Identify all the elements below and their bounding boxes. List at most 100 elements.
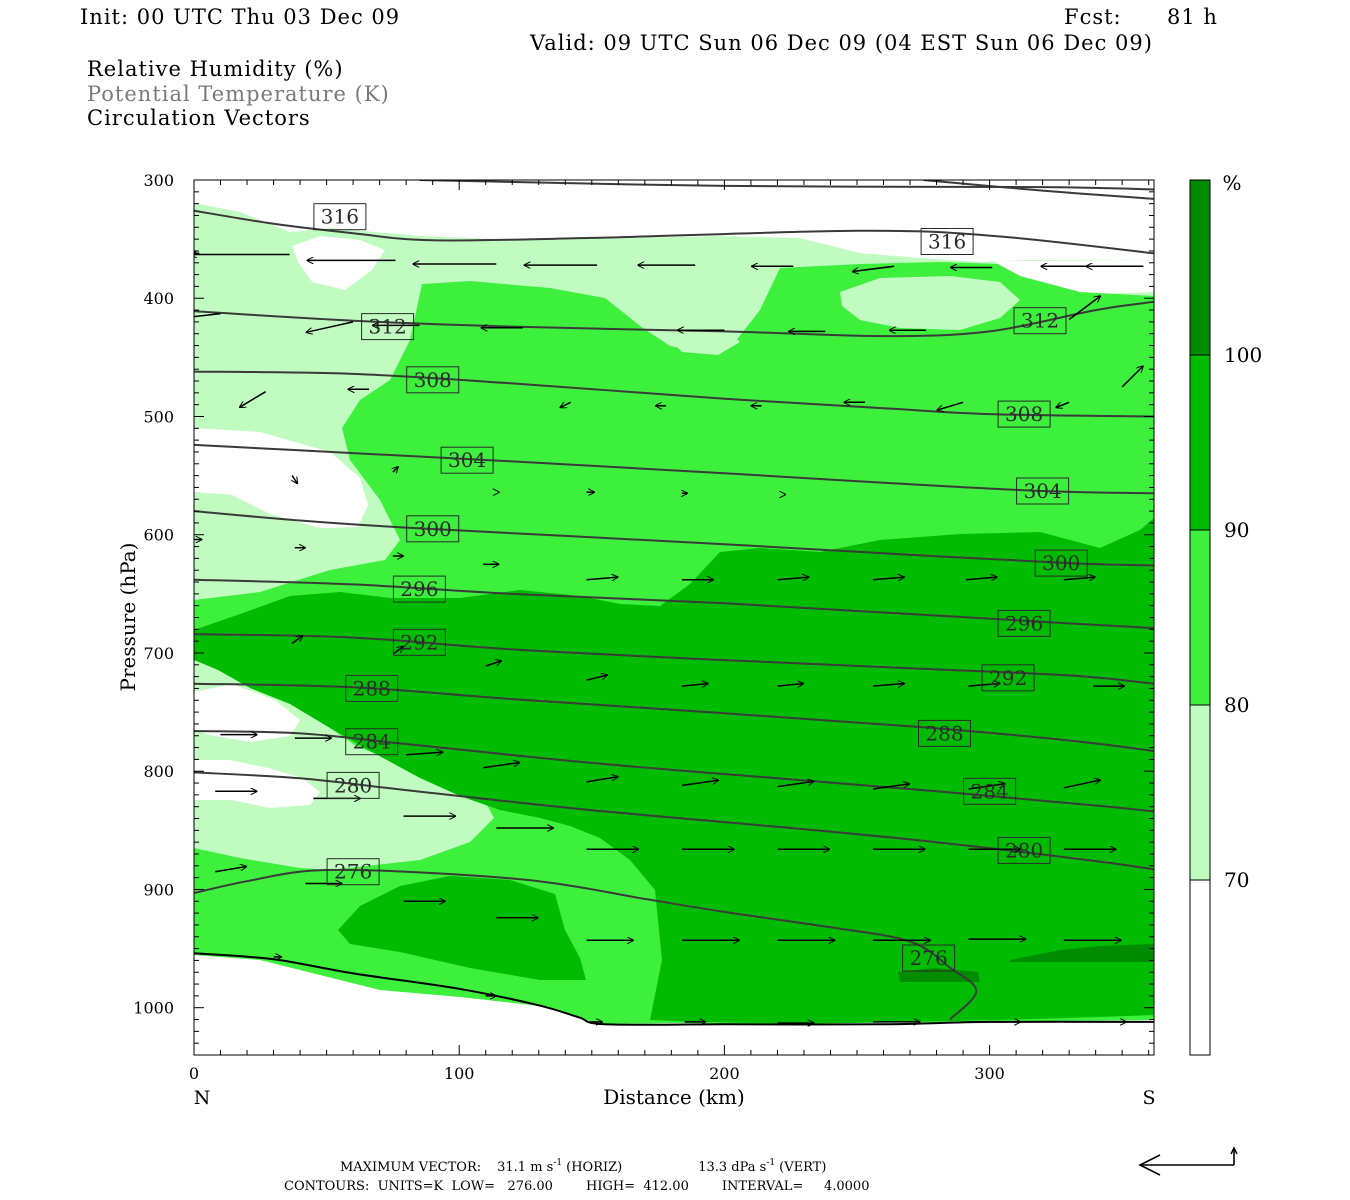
rh-70-80-inset [660,316,740,355]
theta-label-box [1034,549,1088,577]
wind-vector-arrow [215,867,246,873]
colorbar: 70 80 90 100 [1189,179,1262,1056]
theta-label-box [440,446,494,474]
theta-label: 292 [400,630,438,654]
theta-contour-line [194,682,1154,753]
wind-vector-arrow [306,321,354,332]
y-tick-label: 300 [143,171,174,190]
axes: 0 100 200 300 300 400 500 600 700 800 900 1000 [133,171,1154,1083]
wind-vector-arrow [777,781,813,788]
theta-label: 280 [334,773,372,797]
colorbar-level-label: 100 [1224,343,1262,367]
terrain-contour [194,952,1154,1026]
x-tick-label: 200 [709,1064,740,1083]
theta-label-box [326,771,380,799]
colorbar-swatch [1190,355,1210,530]
colorbar-level-label: 70 [1224,868,1249,892]
footer-contours: CONTOURS: UNITS=K LOW= 276.00 HIGH= 412.… [284,1179,869,1194]
theta-label-box [392,628,446,656]
rh-90-100-region [194,518,1154,1024]
rh-shading [194,180,1154,1055]
wind-vector-arrow [968,684,999,687]
north-label: N [194,1087,211,1109]
theta-label-box [918,719,971,747]
wind-vector-arrow [872,684,904,687]
x-tick-label: 0 [189,1064,199,1083]
rh-clear-pocket [194,428,368,528]
rh-clear-pocket [292,236,385,290]
theta-label: 308 [1005,402,1043,426]
init-time: Init: 00 UTC Thu 03 Dec 09 [80,5,401,29]
field-theta-label: Potential Temperature (K) [87,82,390,106]
theta-label: 292 [989,666,1027,690]
theta-label: 288 [353,676,391,700]
wind-vector-arrow [968,784,1004,790]
theta-label: 300 [1042,551,1080,575]
forecast-label: Fcst: [1064,5,1122,29]
theta-contour-line [194,443,1154,495]
horiz-exponent: -1 [553,1158,562,1168]
theta-contour-line [923,180,1154,200]
wind-vector-arrow [393,467,398,472]
theta-contour-line [194,578,1154,630]
reference-vector-icon [1138,1146,1238,1176]
horiz-tag: (HORIZ) [566,1160,622,1175]
wind-vector-arrow [194,312,221,318]
theta-label: 296 [1005,611,1043,635]
theta-label-layer: 316 316 312 312 308 308 304 304 300 300 296 296 292 2… [313,203,1088,972]
wind-vector-arrow [292,475,297,484]
theta-label: 280 [1005,838,1043,862]
theta-label: 304 [1024,479,1062,503]
wind-vector-arrow [937,401,964,410]
theta-label-box [997,609,1051,637]
theta-contour-line [419,180,1154,191]
wind-vector-arrow [965,577,997,580]
theta-contour-line [194,300,1154,338]
theta-label-box [392,575,446,603]
y-tick-label: 400 [143,289,174,308]
x-tick-label: 100 [444,1064,475,1083]
theta-label-box [345,728,399,756]
theta-label: 284 [971,779,1009,803]
colorbar-level-label: 90 [1224,518,1249,542]
theta-contour-line [194,771,1154,871]
theta-label: 288 [925,721,963,745]
theta-label-box [963,777,1017,805]
y-tick-label: 900 [143,880,174,899]
theta-label: 296 [400,577,438,601]
wind-vector-arrow [482,763,519,769]
wind-vector-arrow [872,577,904,580]
theta-contour-line [194,510,1154,567]
wind-vector-arrow [853,265,895,271]
below-ground-region [194,955,1154,1055]
y-axis-title: Pressure (hPa) [116,543,140,692]
theta-contour-line [194,209,1154,255]
theta-label: 276 [910,946,948,970]
wind-vector-arrow [406,752,442,755]
field-vectors-label: Circulation Vectors [87,106,311,130]
theta-label-box [1016,477,1070,505]
x-axis-title: Distance (km) [603,1085,745,1109]
south-label: S [1142,1087,1155,1109]
rh-90-100-lobe [338,876,586,980]
y-tick-label: 700 [143,644,174,663]
theta-label: 304 [448,448,486,472]
wind-vector-arrow [1056,401,1070,407]
circulation-vectors [194,253,1143,1023]
theta-label: 316 [321,205,359,229]
wind-vector-arrow [560,402,571,407]
wind-vector-arrow [681,780,718,787]
theta-contour-line [194,868,978,1021]
wind-vector-arrow [1068,296,1100,321]
y-tick-label: 800 [143,762,174,781]
theta-label: 312 [1021,309,1059,333]
theta-label-box [326,858,380,886]
wind-vector-arrow [240,391,266,408]
valid-time: Valid: 09 UTC Sun 06 Dec 09 (04 EST Sun … [530,31,1153,55]
theta-label-box [313,203,367,231]
wind-vector-arrow [1121,366,1143,388]
colorbar-level-label: 80 [1224,693,1249,717]
field-rh-label: Relative Humidity (%) [87,57,344,81]
theta-contour-line [194,730,1154,813]
